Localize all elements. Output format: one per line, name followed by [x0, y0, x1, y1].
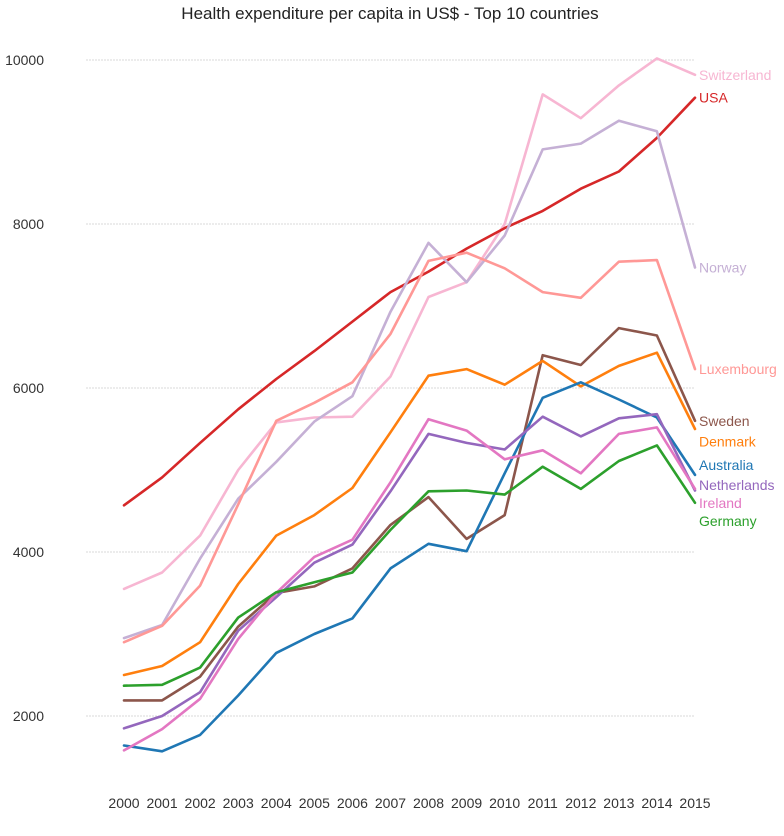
- x-tick-label: 2005: [299, 795, 330, 811]
- x-axis-tick-labels: 2000 2001 2002 2003 2004 2005 2006 2007 2008 2009…: [108, 795, 710, 811]
- series-label-australia: Australia: [699, 457, 754, 473]
- x-tick-label: 2009: [451, 795, 482, 811]
- x-tick-label: 2007: [375, 795, 406, 811]
- x-tick-label: 2010: [489, 795, 520, 811]
- series-line-sweden: [122, 326, 697, 702]
- x-tick-label: 2015: [679, 795, 710, 811]
- series-end-labels: Switzerland USA Norway Luxembourg Sweden Denm…: [699, 67, 777, 529]
- series-line-norway: [122, 119, 697, 640]
- y-tick-label: 2000: [13, 708, 44, 724]
- y-tick-label: 8000: [13, 216, 44, 232]
- x-tick-label: 2003: [223, 795, 254, 811]
- y-tick-label: 4000: [13, 544, 44, 560]
- series-label-usa: USA: [699, 90, 728, 106]
- series-line-switzerland: [122, 57, 697, 591]
- chart-title: Health expenditure per capita in US$ - T…: [181, 4, 598, 23]
- series-label-netherlands: Netherlands: [699, 477, 775, 493]
- series-line-denmark: [122, 351, 697, 677]
- series-lines: [122, 57, 697, 753]
- series-label-ireland: Ireland: [699, 495, 742, 511]
- x-tick-label: 2011: [528, 795, 558, 811]
- x-tick-label: 2000: [108, 795, 139, 811]
- y-tick-label: 10000: [5, 52, 44, 68]
- x-tick-label: 2001: [146, 795, 177, 811]
- x-tick-label: 2014: [641, 795, 672, 811]
- series-line-usa: [122, 96, 697, 507]
- series-line-luxembourg: [122, 251, 697, 644]
- x-tick-label: 2004: [261, 795, 292, 811]
- x-tick-label: 2012: [565, 795, 596, 811]
- series-line-germany: [122, 444, 697, 688]
- x-tick-label: 2006: [337, 795, 368, 811]
- gridlines: [86, 59, 695, 717]
- series-line-australia: [122, 380, 697, 753]
- x-tick-label: 2008: [413, 795, 444, 811]
- series-line-ireland: [122, 417, 697, 752]
- x-tick-label: 2002: [185, 795, 216, 811]
- series-label-luxembourg: Luxembourg: [699, 361, 777, 377]
- series-line-netherlands: [122, 412, 697, 730]
- y-axis-tick-labels: 2000 4000 6000 8000 10000: [5, 52, 44, 724]
- series-label-germany: Germany: [699, 513, 757, 529]
- x-tick-label: 2013: [603, 795, 634, 811]
- y-tick-label: 6000: [13, 380, 44, 396]
- series-label-sweden: Sweden: [699, 413, 750, 429]
- series-label-norway: Norway: [699, 259, 746, 275]
- series-label-denmark: Denmark: [699, 433, 757, 449]
- series-label-switzerland: Switzerland: [699, 67, 771, 83]
